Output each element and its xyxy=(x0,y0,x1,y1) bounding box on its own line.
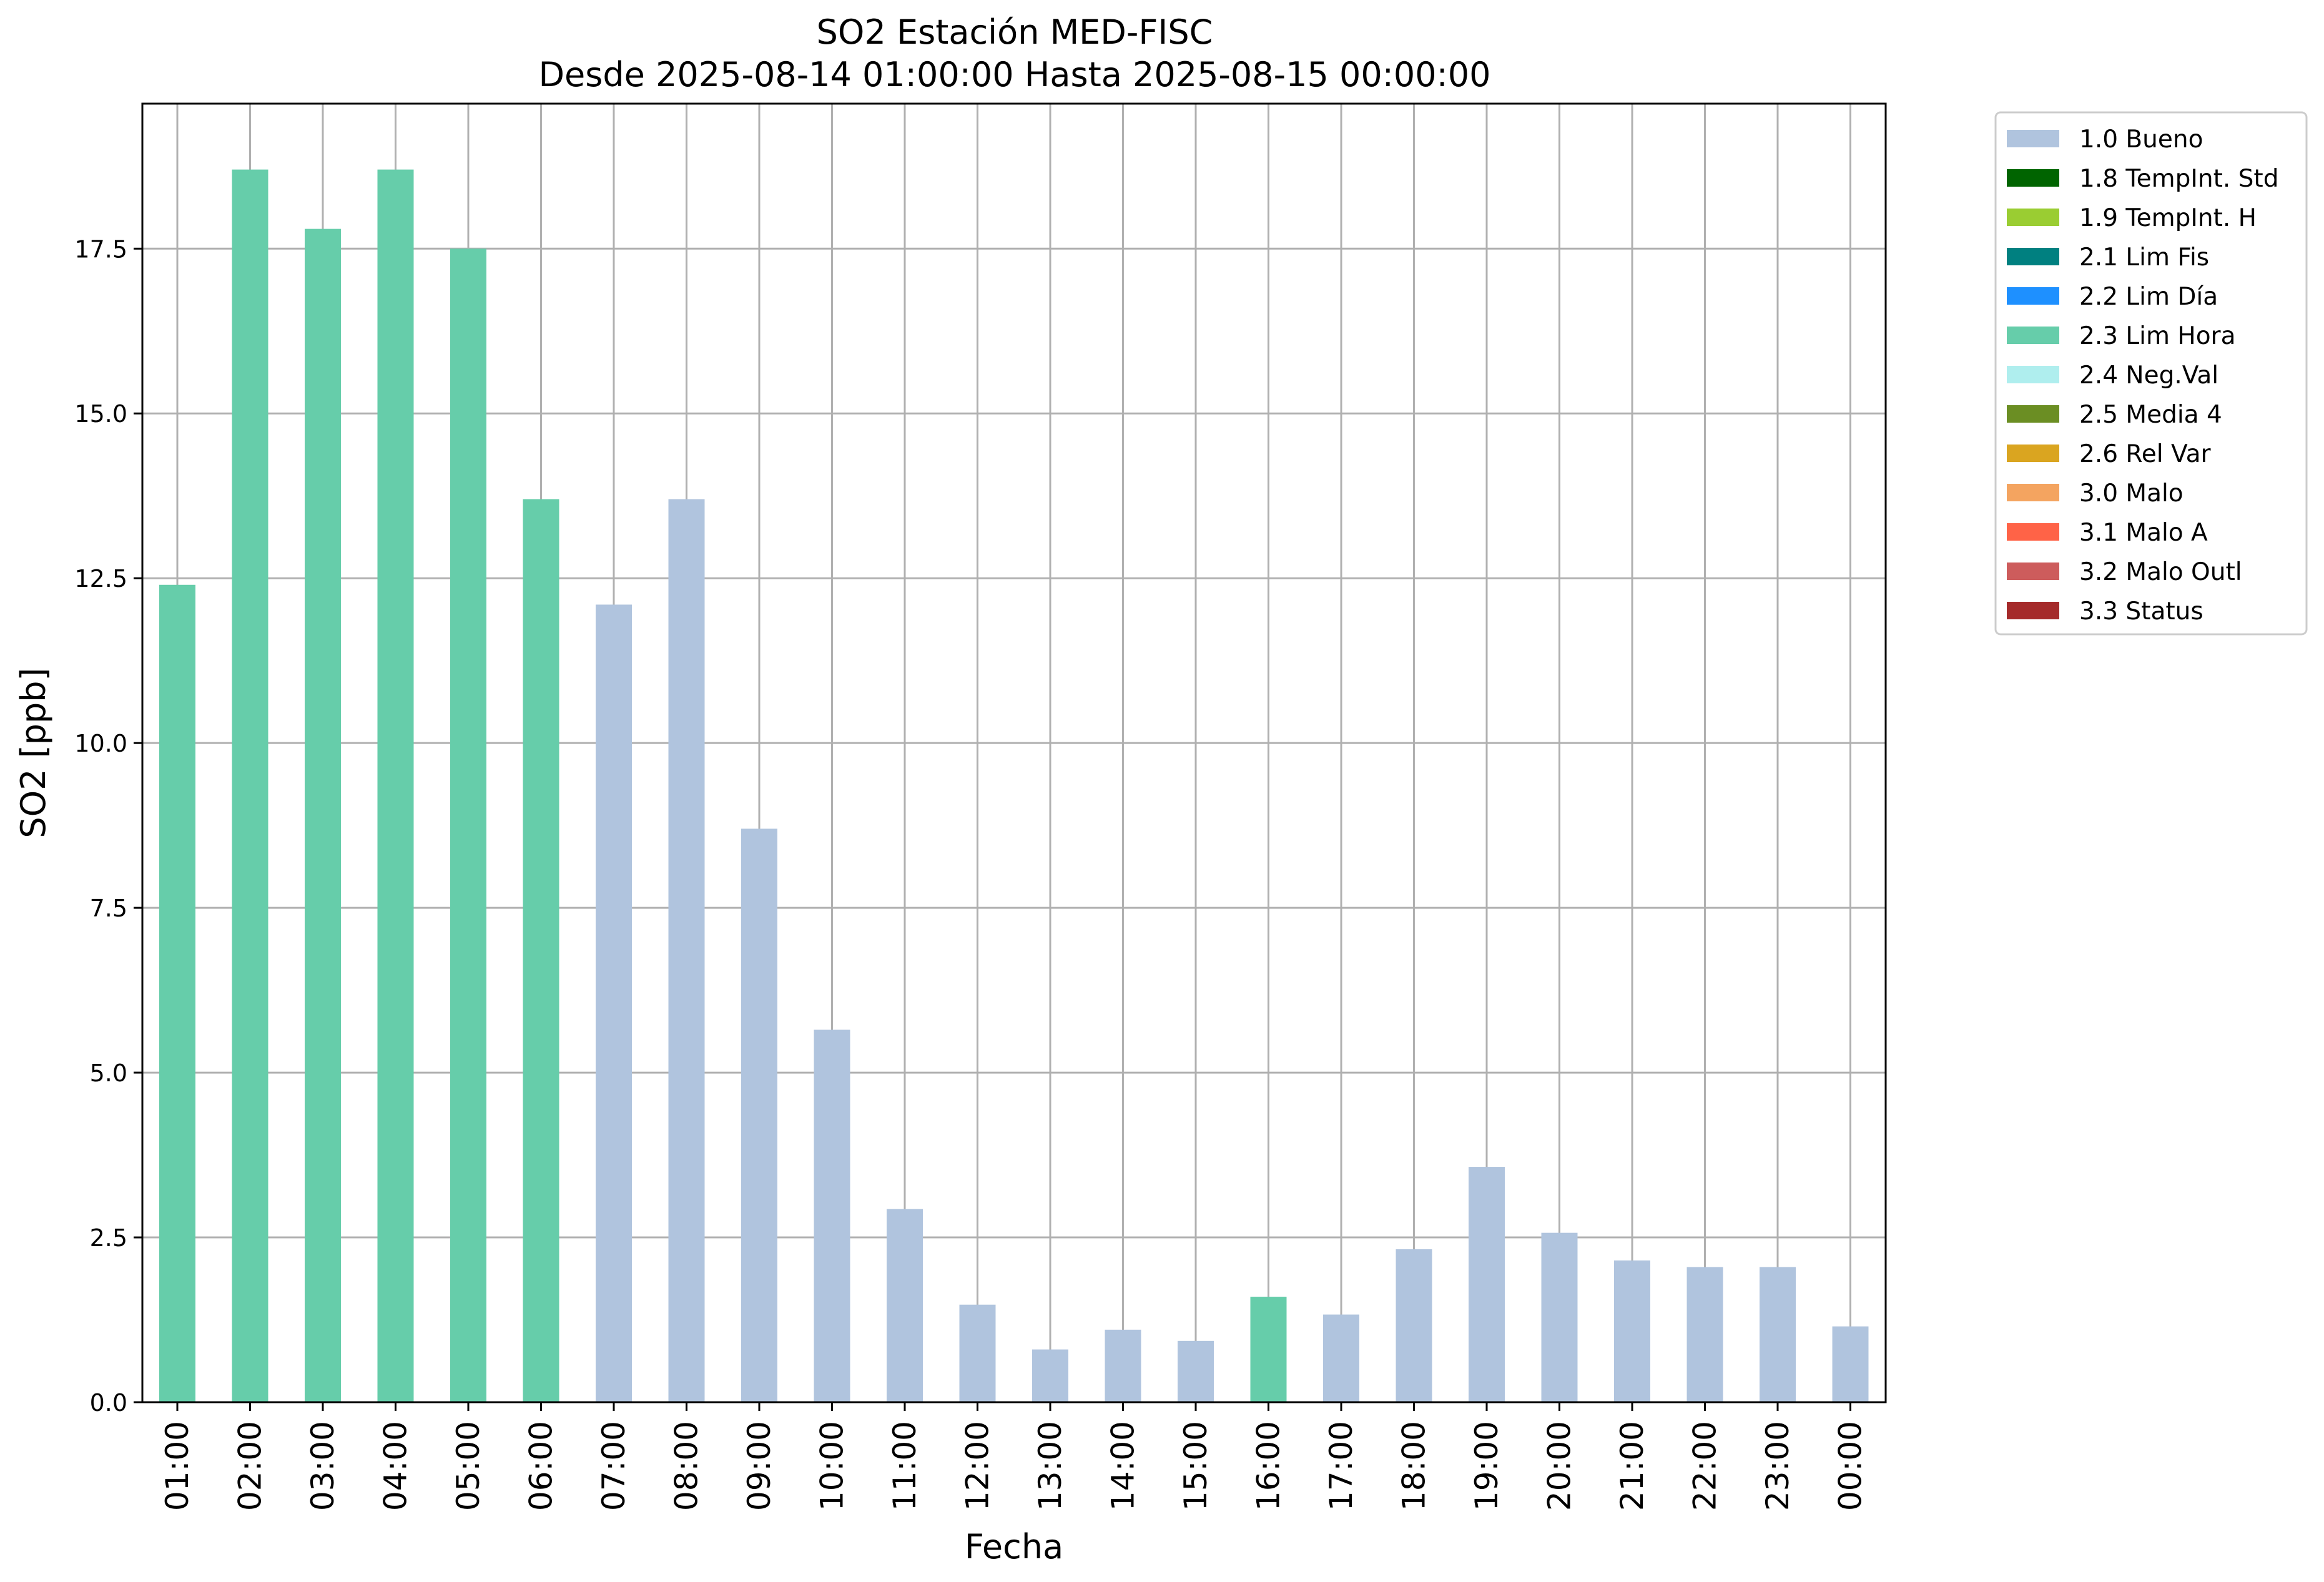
legend-swatch xyxy=(2007,169,2059,187)
y-tick-label: 0.0 xyxy=(90,1389,127,1417)
legend-label: 2.3 Lim Hora xyxy=(2079,322,2236,350)
legend-label: 3.3 Status xyxy=(2079,597,2203,626)
legend-swatch xyxy=(2007,209,2059,226)
legend-swatch xyxy=(2007,484,2059,501)
chart-title: SO2 Estación MED-FISC xyxy=(817,12,1213,52)
x-tick-label: 20:00 xyxy=(1542,1421,1578,1511)
bar-2000 xyxy=(1541,1232,1578,1402)
x-tick-label: 11:00 xyxy=(887,1421,923,1511)
x-tick-label: 02:00 xyxy=(232,1421,268,1511)
bar-1500 xyxy=(1178,1340,1214,1402)
x-tick-label: 10:00 xyxy=(814,1421,850,1511)
legend-swatch xyxy=(2007,366,2059,383)
x-tick-label: 18:00 xyxy=(1396,1421,1432,1511)
x-axis-label: Fecha xyxy=(965,1527,1063,1566)
legend-swatch xyxy=(2007,287,2059,305)
legend-label: 2.4 Neg.Val xyxy=(2079,361,2218,390)
legend-label: 1.8 TempInt. Std xyxy=(2079,165,2278,193)
bar-0000 xyxy=(1832,1326,1869,1402)
legend-label: 2.5 Media 4 xyxy=(2079,401,2222,429)
bar-2300 xyxy=(1760,1267,1796,1402)
bar-2100 xyxy=(1614,1260,1650,1402)
plot-frame xyxy=(141,102,1887,1403)
bar-0400 xyxy=(377,169,414,1403)
bar-1600 xyxy=(1250,1297,1287,1402)
legend-label: 3.0 Malo xyxy=(2079,479,2184,508)
x-tick-label: 09:00 xyxy=(741,1421,777,1511)
y-tick-label: 17.5 xyxy=(74,235,127,263)
legend-label: 1.9 TempInt. H xyxy=(2079,204,2257,232)
legend-label: 2.2 Lim Día xyxy=(2079,283,2218,311)
legend-swatch xyxy=(2007,602,2059,619)
x-tick-label: 08:00 xyxy=(669,1421,705,1511)
x-tick-label: 21:00 xyxy=(1614,1421,1650,1511)
bar-0200 xyxy=(232,169,268,1403)
bar-1300 xyxy=(1032,1349,1068,1402)
x-tick-label: 05:00 xyxy=(450,1421,486,1511)
bar-0900 xyxy=(741,828,777,1402)
legend-swatch xyxy=(2007,130,2059,147)
bar-0100 xyxy=(159,584,195,1402)
legend-label: 1.0 Bueno xyxy=(2079,125,2203,154)
legend-label: 3.2 Malo Outl xyxy=(2079,558,2242,586)
chart-subtitle: Desde 2025-08-14 01:00:00 Hasta 2025-08-… xyxy=(538,55,1490,94)
x-tick-label: 04:00 xyxy=(378,1421,414,1511)
y-tick-label: 15.0 xyxy=(74,400,127,428)
bar-0800 xyxy=(668,499,705,1402)
bar-1900 xyxy=(1469,1167,1505,1402)
bar-0300 xyxy=(305,228,341,1402)
x-tick-label: 06:00 xyxy=(523,1421,559,1511)
x-tick-label: 16:00 xyxy=(1251,1421,1287,1511)
bar-0500 xyxy=(450,248,486,1402)
y-tick-label: 12.5 xyxy=(74,565,127,592)
bar-0700 xyxy=(596,604,632,1402)
legend-swatch xyxy=(2007,445,2059,462)
y-tick-label: 2.5 xyxy=(90,1224,127,1252)
x-tick-label: 22:00 xyxy=(1687,1421,1723,1511)
x-tick-label: 01:00 xyxy=(159,1421,195,1511)
legend-label: 3.1 Malo A xyxy=(2079,519,2208,547)
legend-box xyxy=(1994,111,2308,636)
bar-1200 xyxy=(959,1304,996,1402)
x-tick-label: 14:00 xyxy=(1105,1421,1141,1511)
x-tick-label: 23:00 xyxy=(1760,1421,1796,1511)
x-axis-ticks: 01:00 02:00 03:00 04:00 05:00 06:00 07:00 08:00… xyxy=(159,1402,1869,1511)
legend-label: 2.6 Rel Var xyxy=(2079,440,2212,468)
y-axis-ticks: 0.0 2.5 5.0 7.5 10.0 12.5 15.0 17.5 xyxy=(74,235,142,1417)
y-axis-label: SO2 [ppb] xyxy=(14,667,53,838)
legend-label: 2.1 Lim Fis xyxy=(2079,243,2209,272)
bar-2200 xyxy=(1686,1267,1723,1402)
legend-swatch xyxy=(2007,405,2059,423)
legend-swatch xyxy=(2007,248,2059,265)
bar-1000 xyxy=(814,1029,850,1402)
x-tick-label: 13:00 xyxy=(1032,1421,1068,1511)
legend: 1.0 Bueno 1.8 TempInt. Std 1.9 TempInt. H 2… xyxy=(1994,111,2308,636)
bar-1800 xyxy=(1396,1249,1432,1402)
bar-0600 xyxy=(523,499,559,1402)
legend-swatch xyxy=(2007,327,2059,344)
bar-1400 xyxy=(1105,1329,1141,1402)
x-tick-label: 12:00 xyxy=(960,1421,996,1511)
legend-swatch xyxy=(2007,563,2059,580)
y-tick-label: 5.0 xyxy=(90,1059,127,1087)
y-tick-label: 7.5 xyxy=(90,895,127,922)
x-tick-label: 00:00 xyxy=(1833,1421,1869,1511)
bars xyxy=(159,169,1869,1403)
y-tick-label: 10.0 xyxy=(74,730,127,757)
x-tick-label: 19:00 xyxy=(1469,1421,1505,1511)
legend-swatch xyxy=(2007,523,2059,541)
x-tick-label: 07:00 xyxy=(596,1421,632,1511)
bar-1700 xyxy=(1323,1314,1359,1402)
x-tick-label: 15:00 xyxy=(1178,1421,1214,1511)
x-tick-label: 03:00 xyxy=(305,1421,341,1511)
x-tick-label: 17:00 xyxy=(1323,1421,1359,1511)
bar-1100 xyxy=(887,1209,923,1402)
